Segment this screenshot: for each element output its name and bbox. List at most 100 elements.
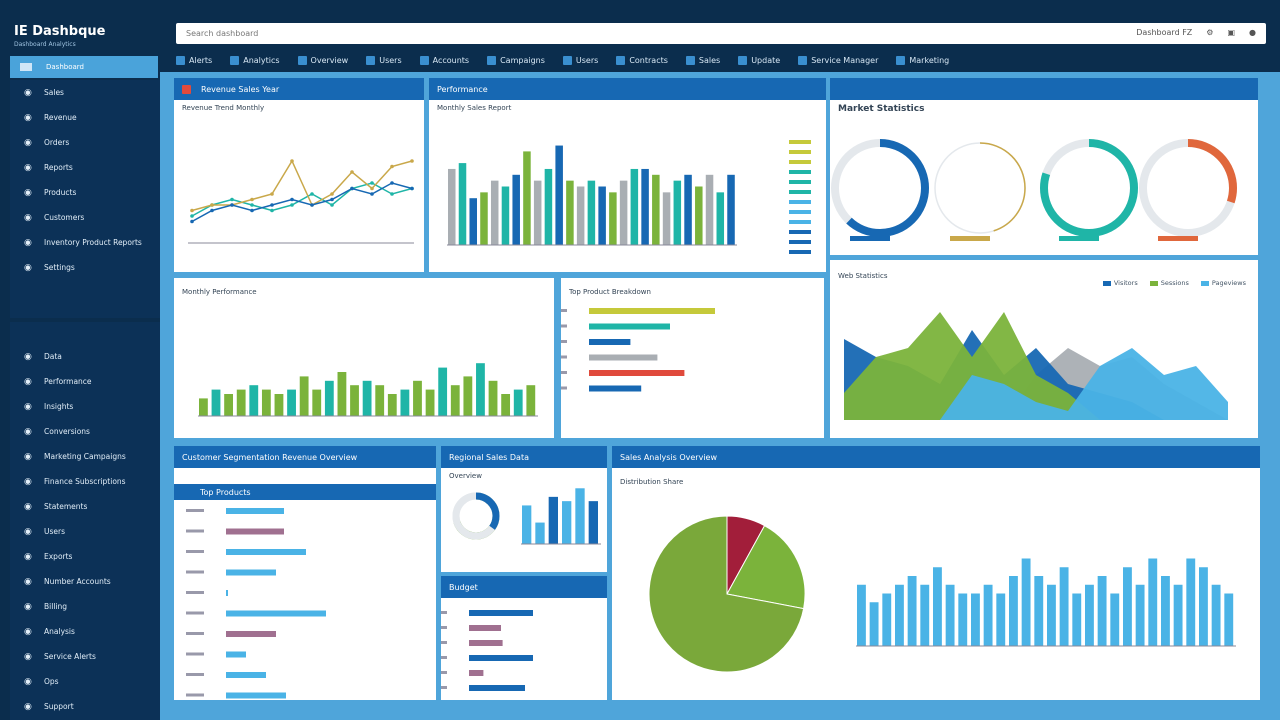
data-point bbox=[410, 159, 414, 163]
sidebar-group-2: ◉ Data ◉ Performance ◉ Insights ◉ Conversions ◉ M… bbox=[10, 322, 160, 720]
sales-analysis-panel: Sales Analysis Overview Distribution Shar… bbox=[612, 446, 1260, 700]
legend-swatch bbox=[789, 150, 811, 154]
sidebar-item[interactable]: ◉ Insights bbox=[24, 401, 74, 412]
bar bbox=[1199, 567, 1208, 646]
menu-icon: ◉ bbox=[24, 476, 32, 487]
menu-icon: ◉ bbox=[24, 112, 32, 123]
sidebar-item[interactable]: ◉ Conversions bbox=[24, 426, 90, 437]
sidebar-item[interactable]: ◉ Number Accounts bbox=[24, 576, 111, 587]
bar bbox=[933, 567, 942, 646]
nav-icon bbox=[366, 55, 376, 65]
bar bbox=[1224, 593, 1234, 646]
nav-icon bbox=[297, 55, 307, 65]
bar bbox=[490, 180, 499, 245]
data-point bbox=[350, 170, 354, 174]
donut-charts bbox=[831, 139, 1237, 241]
nav-item[interactable]: Service Manager bbox=[798, 55, 878, 65]
nav-item[interactable]: Users bbox=[366, 55, 402, 65]
sidebar-item-active[interactable]: Dashboard bbox=[10, 56, 158, 78]
bar bbox=[1110, 593, 1120, 646]
hbar-label bbox=[186, 570, 204, 574]
donut-bar-chart bbox=[452, 488, 601, 545]
hbar bbox=[469, 655, 533, 661]
nav-icon bbox=[176, 55, 185, 65]
data-point bbox=[190, 208, 194, 213]
nav-item[interactable]: Sales bbox=[685, 55, 720, 65]
sidebar-item[interactable]: ◉ Service Alerts bbox=[24, 651, 96, 662]
product-breakdown-panel: Top Product Breakdown bbox=[561, 278, 824, 438]
sidebar-item[interactable]: ◉ Statements bbox=[24, 501, 88, 512]
bar bbox=[996, 593, 1006, 646]
sidebar-item[interactable]: ◉ Billing bbox=[24, 601, 67, 612]
menu-icon: ◉ bbox=[24, 137, 32, 148]
data-point bbox=[310, 192, 314, 196]
bar bbox=[413, 380, 422, 416]
top-nav: Alerts Analytics Overview Users Accounts Camp… bbox=[176, 52, 1266, 68]
sidebar-item[interactable]: ◉ Inventory Product Reports bbox=[24, 237, 142, 248]
donut-arc bbox=[1040, 139, 1138, 237]
sidebar-item[interactable]: ◉ Revenue bbox=[24, 112, 77, 123]
nav-item[interactable]: Analytics bbox=[230, 55, 280, 65]
sidebar-item[interactable]: ◉ Data bbox=[24, 351, 62, 362]
sidebar-item[interactable]: ◉ Reports bbox=[24, 162, 73, 173]
search-filter[interactable]: Dashboard FZ bbox=[1136, 28, 1193, 37]
sidebar-item[interactable]: ◉ Sales bbox=[24, 87, 64, 98]
data-point bbox=[410, 186, 414, 191]
sidebar-item[interactable]: ◉ Users bbox=[24, 526, 66, 537]
bar bbox=[882, 593, 892, 646]
bar bbox=[587, 180, 596, 245]
sidebar-item[interactable]: ◉ Analysis bbox=[24, 626, 75, 637]
sidebar-item[interactable]: ◉ Support bbox=[24, 701, 74, 712]
sidebar-item[interactable]: ◉ Performance bbox=[24, 376, 92, 387]
nav-item[interactable]: Accounts bbox=[419, 55, 469, 65]
sidebar-item[interactable]: ◉ Exports bbox=[24, 551, 73, 562]
bell-icon[interactable]: ▣ bbox=[1227, 28, 1236, 37]
bar bbox=[312, 389, 322, 416]
sidebar-item[interactable]: ◉ Finance Subscriptions bbox=[24, 476, 126, 487]
user-icon[interactable]: ● bbox=[1249, 28, 1256, 37]
nav-item[interactable]: Update bbox=[738, 55, 780, 65]
legend-swatch bbox=[789, 220, 811, 224]
hbar bbox=[469, 640, 503, 646]
nav-item[interactable]: Overview bbox=[297, 55, 348, 65]
nav-item[interactable]: Campaigns bbox=[487, 55, 545, 65]
nav-item[interactable]: Users bbox=[562, 55, 598, 65]
dashboard-icon bbox=[20, 63, 32, 71]
sidebar-item[interactable]: ◉ Orders bbox=[24, 137, 70, 148]
sidebar-item[interactable]: ◉ Marketing Campaigns bbox=[24, 451, 126, 462]
menu-icon: ◉ bbox=[24, 401, 32, 412]
legend-swatch bbox=[789, 230, 811, 234]
hbar bbox=[226, 631, 276, 637]
bar bbox=[1123, 567, 1132, 646]
data-point bbox=[190, 214, 194, 218]
data-point bbox=[270, 203, 274, 207]
search-input[interactable]: Search dashboard Dashboard FZ ⚙ ▣ ● bbox=[176, 23, 1266, 44]
line-series bbox=[191, 182, 413, 223]
bar bbox=[684, 174, 692, 245]
nav-item[interactable]: Marketing bbox=[896, 55, 949, 65]
bar bbox=[619, 180, 628, 245]
nav-icon bbox=[616, 55, 626, 65]
settings-icon[interactable]: ⚙ bbox=[1206, 28, 1214, 37]
nav-item[interactable]: Contracts bbox=[616, 55, 668, 65]
hbar-label bbox=[186, 693, 204, 697]
donut-arc bbox=[934, 142, 1026, 234]
hbar-label bbox=[186, 652, 204, 656]
sidebar-item[interactable]: ◉ Settings bbox=[24, 262, 75, 273]
data-point bbox=[230, 197, 234, 202]
legend-swatch bbox=[789, 190, 811, 194]
hbar-label bbox=[441, 686, 447, 689]
hbar-label bbox=[186, 632, 204, 635]
hbar-label bbox=[561, 340, 567, 343]
sidebar-item[interactable]: ◉ Customers bbox=[24, 212, 85, 223]
bar bbox=[458, 163, 467, 245]
nav-item[interactable]: Alerts bbox=[176, 55, 212, 65]
menu-icon: ◉ bbox=[24, 426, 32, 437]
bar bbox=[249, 385, 259, 416]
bar bbox=[555, 145, 563, 245]
bar bbox=[299, 376, 309, 416]
sidebar-item[interactable]: ◉ Ops bbox=[24, 676, 59, 687]
hbar bbox=[226, 549, 306, 555]
sidebar-item[interactable]: ◉ Products bbox=[24, 187, 77, 198]
menu-icon: ◉ bbox=[24, 676, 32, 687]
